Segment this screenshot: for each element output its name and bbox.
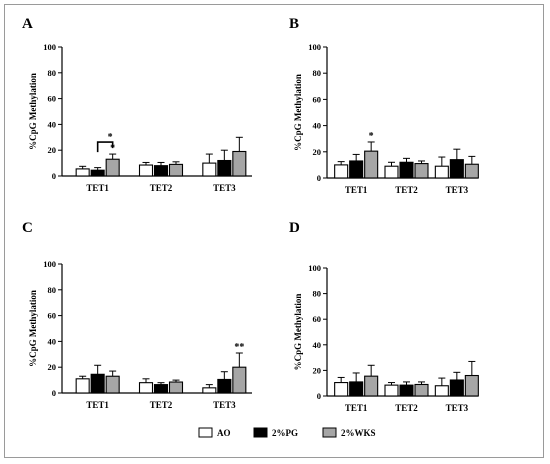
legend-swatch-ao: [198, 427, 213, 438]
y-tick-label: 0: [317, 391, 321, 401]
bar-ao: [334, 382, 349, 397]
bar-2pctwks: [232, 150, 247, 177]
y-tick-label: 60: [313, 94, 322, 104]
bar-2pctwks: [364, 150, 379, 179]
bar-ao: [75, 378, 90, 394]
bar-2pctwks: [464, 163, 479, 179]
bar-ao: [434, 165, 449, 179]
bar-ao: [75, 168, 90, 177]
significance-marker: *: [110, 143, 115, 154]
panel-letter: A: [22, 16, 33, 32]
x-tick-label: TET3: [213, 183, 236, 193]
y-tick-label: 40: [48, 119, 57, 129]
y-tick-label: 20: [48, 145, 57, 155]
legend-label: AO: [217, 428, 231, 438]
significance-marker: **: [234, 342, 244, 353]
legend: AO 2%PG 2%WKS: [198, 427, 376, 438]
x-tick-label: TET2: [395, 403, 418, 413]
y-tick-label: 100: [308, 42, 321, 52]
y-axis-label: %CpG Methylation: [293, 74, 303, 151]
bar-2pctwks: [414, 163, 429, 179]
bar-2pctwks: [464, 374, 479, 397]
y-tick-label: 100: [43, 42, 56, 52]
x-tick-label: TET3: [446, 403, 469, 413]
bar-2pctpg: [349, 381, 364, 397]
panel-letter: D: [289, 220, 300, 236]
x-tick-label: TET2: [150, 400, 173, 410]
y-tick-label: 80: [48, 68, 57, 78]
y-tick-label: 80: [313, 68, 322, 78]
y-tick-label: 40: [313, 121, 322, 131]
bar-2pctwks: [414, 383, 429, 397]
y-tick-label: 100: [43, 259, 56, 269]
x-tick-label: TET1: [345, 403, 368, 413]
y-tick-label: 0: [52, 171, 56, 181]
x-tick-label: TET3: [446, 185, 469, 195]
x-tick-label: TET2: [150, 183, 173, 193]
y-tick-label: 0: [317, 173, 321, 183]
bar-ao: [138, 382, 154, 394]
significance-marker: *: [108, 132, 113, 143]
y-tick-label: 60: [313, 314, 322, 324]
bar-2pctpg: [449, 159, 464, 179]
chart-panel-d: D %CpG Methylation 0 20 40 60 80 100 TET1 TET2 TET…: [289, 220, 479, 413]
y-tick-label: 100: [308, 263, 321, 273]
significance-marker: *: [369, 131, 374, 142]
y-tick-label: 40: [313, 340, 322, 350]
bar-2pctpg: [217, 159, 232, 177]
y-tick-label: 40: [48, 336, 57, 346]
bar-2pctwks: [105, 158, 120, 177]
bar-2pctpg: [90, 373, 105, 394]
bar-2pctpg: [349, 160, 364, 179]
bar-ao: [202, 162, 217, 177]
legend-swatch-2pctwks: [322, 427, 337, 438]
chart-panel-b: B %CpG Methylation 0 20 40 60 80 100 TET1 TET2 TET…: [289, 16, 479, 195]
panel-letter: C: [22, 220, 33, 236]
y-tick-label: 60: [48, 94, 57, 104]
bar-2pctwks: [105, 375, 120, 394]
y-axis-label: %CpG Methylation: [28, 290, 38, 367]
bar-ao: [202, 387, 217, 394]
bar-2pctpg: [217, 378, 232, 394]
y-tick-label: 80: [313, 289, 322, 299]
legend-label: 2%PG: [272, 428, 298, 438]
bar-2pctpg: [399, 384, 414, 397]
bar-2pctpg: [399, 161, 414, 179]
y-axis-label: %CpG Methylation: [293, 294, 303, 371]
y-tick-label: 20: [48, 362, 57, 372]
bar-2pctpg: [153, 165, 169, 177]
bar-ao: [434, 385, 449, 397]
bar-2pctpg: [90, 169, 105, 177]
y-tick-label: 0: [52, 388, 56, 398]
x-tick-label: TET1: [86, 400, 109, 410]
x-tick-label: TET1: [86, 183, 109, 193]
y-axis-label: %CpG Methylation: [28, 73, 38, 150]
bar-2pctpg: [449, 379, 464, 397]
y-tick-label: 20: [313, 365, 322, 375]
bar-ao: [384, 384, 399, 397]
panel-letter: B: [289, 16, 299, 32]
chart-panel-c: C %CpG Methylation 0 20 40 60 80 100 TET1 TET2 TET…: [22, 220, 252, 410]
y-tick-label: 20: [313, 147, 322, 157]
x-tick-label: TET3: [213, 400, 236, 410]
bar-ao: [384, 165, 399, 179]
bar-ao: [334, 164, 349, 179]
x-tick-label: TET2: [395, 185, 418, 195]
y-tick-label: 80: [48, 285, 57, 295]
bar-2pctwks: [364, 375, 379, 397]
bar-2pctwks: [168, 381, 184, 394]
legend-label: 2%WKS: [341, 428, 376, 438]
x-tick-label: TET1: [345, 185, 368, 195]
chart-panel-a: A %CpG Methylation 0 20 40 60 80 100 TET1 TET2 TET…: [22, 16, 252, 193]
bar-2pctpg: [153, 384, 169, 394]
legend-swatch-2pctpg: [253, 427, 268, 438]
y-tick-label: 60: [48, 311, 57, 321]
bar-ao: [138, 164, 154, 177]
bar-2pctwks: [232, 366, 247, 394]
bar-2pctwks: [168, 163, 184, 177]
significance-bracket: [96, 141, 114, 153]
